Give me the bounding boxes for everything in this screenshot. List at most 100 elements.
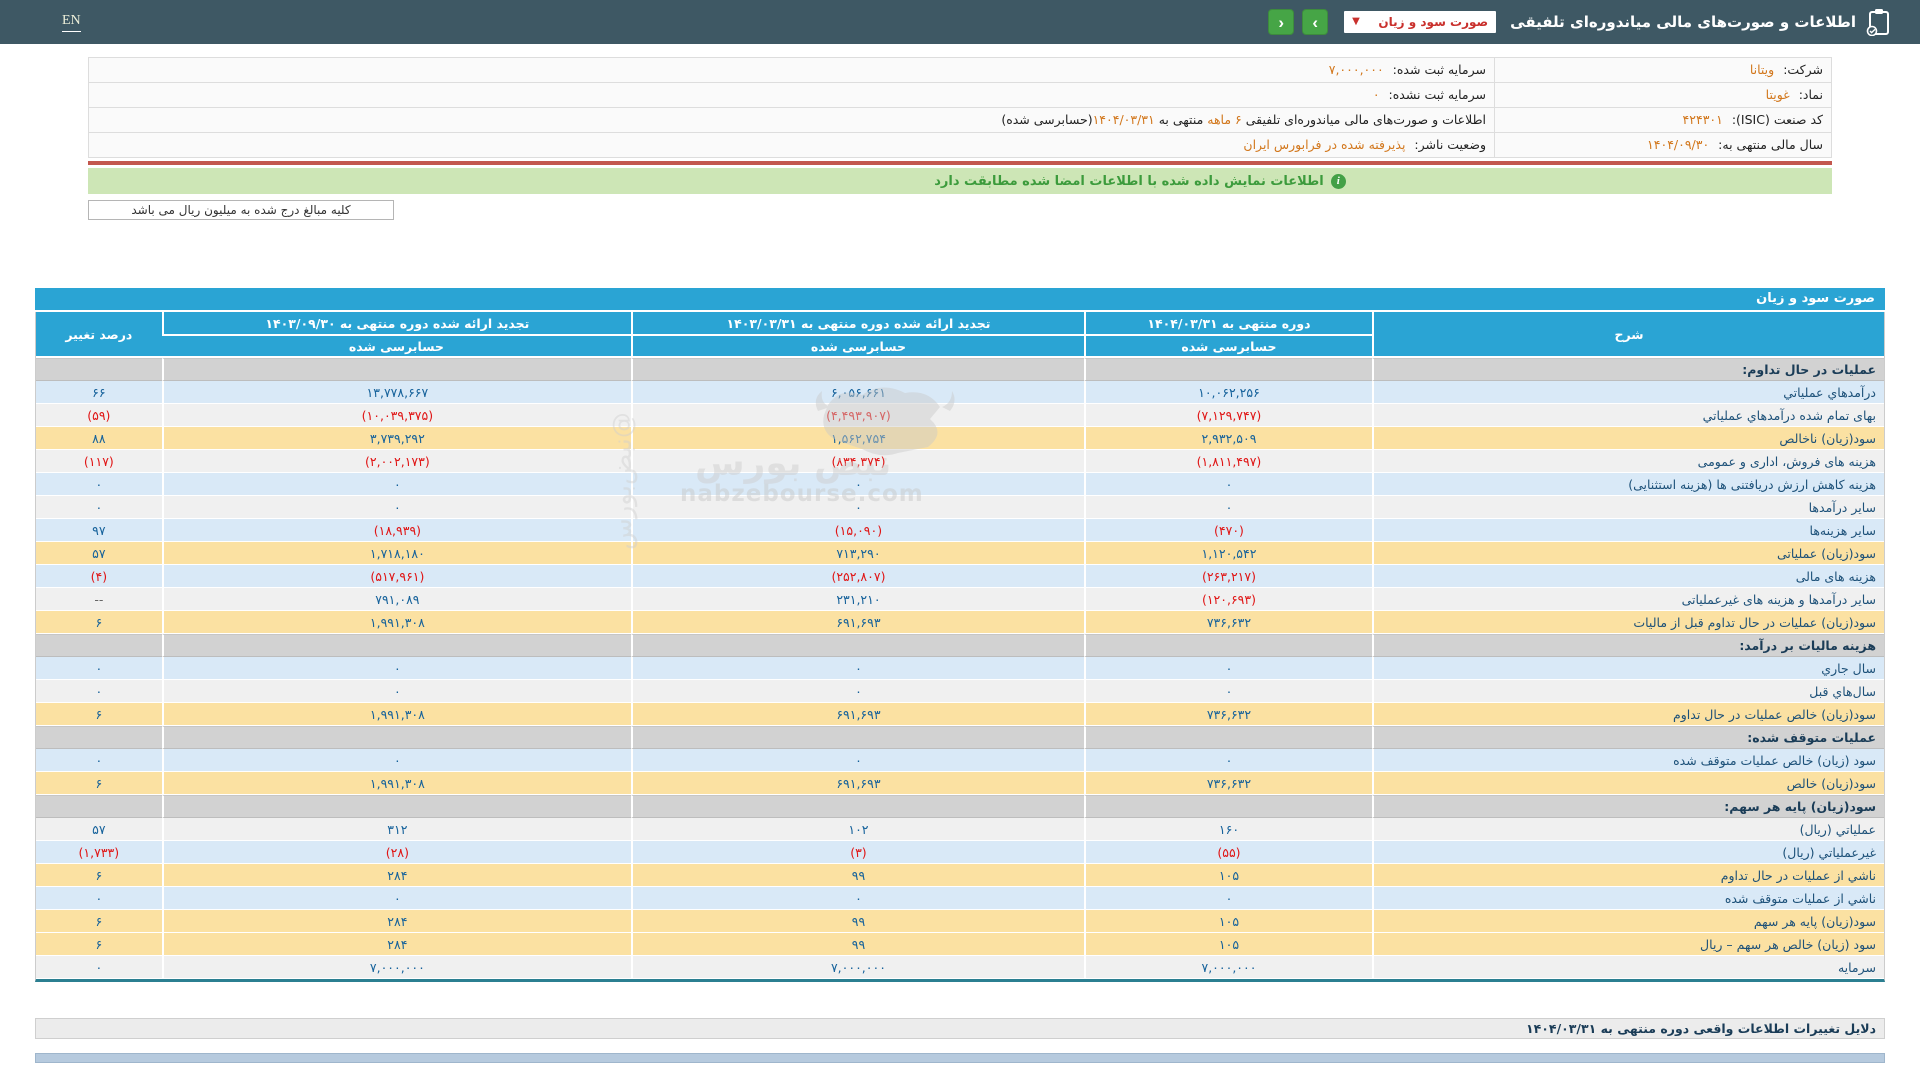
company-label: شرکت: [1783,62,1823,77]
empty-cell [631,726,1084,749]
topbar: اطلاعات و صورت‌های مالی میاندوره‌ای تلفی… [0,0,1920,44]
value-period3-cell: ۷,۰۰۰,۰۰۰ [161,956,632,979]
next-section-bar [35,1053,1885,1063]
income-statement-section: صورت سود و زیان شرح دوره منتهی به ۱۴۰۴/۰… [35,288,1885,982]
change-percent-cell: ۵۷ [36,542,162,565]
statement-section-row: عملیات در حال تداوم: [36,358,1884,381]
row-label: سود(زیان) عملیات در حال تداوم قبل از مال… [1372,611,1884,634]
statement-data-row: سود(زیان) عملیاتی ۱,۱۲۰,۵۴۲ ۷۱۳,۲۹۰ ۱,۷۱۸,۱… [36,542,1884,565]
column-subheader-audited-3: حسابرسی شده [161,336,632,358]
signature-notice-bar: i اطلاعات نمایش داده شده با اطلاعات امضا… [88,168,1832,194]
value-period3-cell: ۳,۷۳۹,۲۹۲ [161,427,632,450]
value-period1-cell: ۰ [1083,496,1373,519]
row-label: هزینه کاهش ارزش دریافتنی ها (هزینه استثن… [1372,473,1884,496]
change-percent-cell: -- [36,588,162,611]
empty-cell [161,358,632,381]
income-statement-table: شرح دوره منتهی به ۱۴۰۴/۰۳/۳۱ تجدید ارائه… [35,312,1885,982]
value-period2-cell: (۸۳۴,۳۷۴) [631,450,1084,473]
change-percent-cell: ۶۶ [36,381,162,404]
row-label: سایر درآمدها و هزینه های غیرعملیاتی [1372,588,1884,611]
change-percent-cell: ۰ [36,496,162,519]
value-period2-cell: ۰ [631,680,1084,703]
value-period3-cell: ۲۸۴ [161,933,632,956]
row-label: هزینه های مالی [1372,565,1884,588]
statement-title: صورت سود و زیان [1756,291,1875,306]
row-label: ناشي از عملیات در حال تداوم [1372,864,1884,887]
value-period1-cell: ۰ [1083,473,1373,496]
language-en-link[interactable]: EN [62,13,81,32]
empty-cell [1083,726,1373,749]
topbar-right-group: اطلاعات و صورت‌های مالی میاندوره‌ای تلفی… [1260,8,1892,36]
statement-data-row: غیرعملياتي (ریال) (۵۵) (۳) (۲۸) (۱,۷۳۳) [36,841,1884,864]
statement-section-row: هزینه مالیات بر درآمد: [36,634,1884,657]
statement-data-row: سود (زیان) خالص عملیات متوقف شده ۰ ۰ ۰ ۰ [36,749,1884,772]
change-percent-cell: (۵۹) [36,404,162,427]
row-label: سال‌هاي قبل [1372,680,1884,703]
value-period1-cell: (۱۲۰,۶۹۳) [1083,588,1373,611]
symbol-field: نماد: غویتا [1494,83,1831,108]
statement-data-row: سال جاري ۰ ۰ ۰ ۰ [36,657,1884,680]
statement-data-row: سایر هزینه‌ها (۴۷۰) (۱۵,۰۹۰) (۱۸,۹۳۹) ۹۷ [36,519,1884,542]
value-period3-cell: ۱,۷۱۸,۱۸۰ [161,542,632,565]
value-period2-cell: ۷۱۳,۲۹۰ [631,542,1084,565]
statement-data-row: سود(زیان) خالص عملیات در حال تداوم ۷۳۶,۶۳… [36,703,1884,726]
change-percent-cell: ۹۷ [36,519,162,542]
value-period1-cell: ۱۰۵ [1083,933,1373,956]
column-header-period1: دوره منتهی به ۱۴۰۴/۰۳/۳۱ [1083,312,1373,336]
chevron-left-icon: ‹ [1278,12,1284,32]
report-period-ending-text: منتهی به [1154,112,1208,127]
section-row-label: عملیات در حال تداوم: [1372,358,1884,381]
company-info-table: شرکت: ویتانا سرمایه ثبت شده: ۷,۰۰۰,۰۰۰ ن… [88,57,1832,158]
column-header-period3: تجدید ارائه شده دوره منتهی به ۱۴۰۳/۰۹/۳۰ [161,312,632,336]
statement-data-row: سود(زیان) پایه هر سهم ۱۰۵ ۹۹ ۲۸۴ ۶ [36,910,1884,933]
change-percent-cell: ۶ [36,910,162,933]
empty-cell [36,358,162,381]
prev-statement-button[interactable]: ‹ [1268,9,1295,35]
statement-data-row: سود(زیان) ناخالص ۲,۹۳۲,۵۰۹ ۱,۵۶۲,۷۵۴ ۳,۷۳۹,… [36,427,1884,450]
issuer-status-value: پذیرفته شده در فرابورس ایران [1243,137,1406,152]
statement-type-select[interactable]: صورت سود و زیان ▼ [1344,11,1497,33]
isic-label: کد صنعت (ISIC): [1731,112,1823,127]
row-label: سال جاري [1372,657,1884,680]
change-percent-cell: ۸۸ [36,427,162,450]
value-period2-cell: ۰ [631,496,1084,519]
change-percent-cell: (۱,۷۳۳) [36,841,162,864]
isic-value: ۴۲۴۳۰۱ [1682,112,1723,127]
signature-notice-group: i اطلاعات نمایش داده شده با اطلاعات امضا… [934,173,1346,189]
value-period2-cell: ۹۹ [631,910,1084,933]
change-percent-cell: ۵۷ [36,818,162,841]
statement-data-row: سود(زیان) عملیات در حال تداوم قبل از مال… [36,611,1884,634]
value-period1-cell: ۷۳۶,۶۳۲ [1083,703,1373,726]
value-period1-cell: (۴۷۰) [1083,519,1373,542]
row-label: سود(زیان) پایه هر سهم [1372,910,1884,933]
value-period1-cell: ۷,۰۰۰,۰۰۰ [1083,956,1373,979]
row-label: سود (زیان) خالص هر سهم – ریال [1372,933,1884,956]
company-value: ویتانا [1749,62,1775,77]
change-percent-cell: (۴) [36,565,162,588]
next-statement-button[interactable]: › [1302,9,1329,35]
change-percent-cell: ۶ [36,611,162,634]
value-period2-cell: ۶۹۱,۶۹۳ [631,772,1084,795]
value-period3-cell: ۰ [161,473,632,496]
value-period2-cell: ۷,۰۰۰,۰۰۰ [631,956,1084,979]
page-title: اطلاعات و صورت‌های مالی میاندوره‌ای تلفی… [1510,13,1856,31]
value-period1-cell: ۱۶۰ [1083,818,1373,841]
change-percent-cell: ۶ [36,772,162,795]
statement-data-row: هزینه های مالی (۲۶۳,۲۱۷) (۲۵۲,۸۰۷) (۵۱۷,۹۶۱… [36,565,1884,588]
value-period2-cell: ۶,۰۵۶,۶۶۱ [631,381,1084,404]
value-period2-cell: ۰ [631,473,1084,496]
value-period1-cell: ۰ [1083,749,1373,772]
value-period1-cell: (۱,۸۱۱,۴۹۷) [1083,450,1373,473]
change-percent-cell: ۰ [36,657,162,680]
unregistered-capital-field: سرمایه ثبت نشده: ۰ [88,83,1494,108]
registered-capital-field: سرمایه ثبت شده: ۷,۰۰۰,۰۰۰ [88,58,1494,83]
issuer-status-label: وضعیت ناشر: [1414,137,1486,152]
statement-data-row: سایر درآمدها و هزینه های غیرعملیاتی (۱۲۰,… [36,588,1884,611]
value-period3-cell: ۲۸۴ [161,864,632,887]
value-period2-cell: ۱۰۲ [631,818,1084,841]
statement-section-row: سود(زیان) پایه هر سهم: [36,795,1884,818]
row-label: ناشي از عملیات متوقف شده [1372,887,1884,910]
change-percent-cell: ۶ [36,703,162,726]
value-period1-cell: ۱۰۵ [1083,910,1373,933]
section-row-label: عملیات متوقف شده: [1372,726,1884,749]
